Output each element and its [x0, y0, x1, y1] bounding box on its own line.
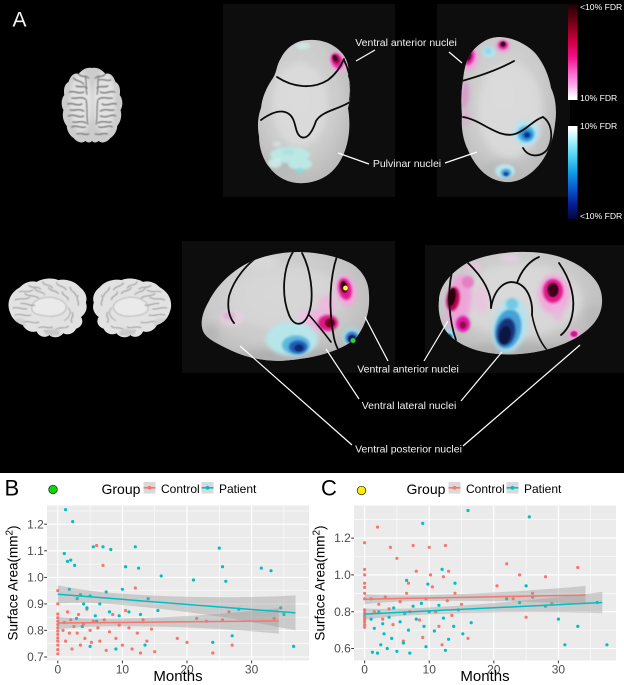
svg-text:Group: Group	[102, 481, 141, 497]
svg-text:Control: Control	[161, 482, 200, 496]
svg-text:1.2: 1.2	[27, 517, 44, 531]
svg-text:Ventral posterior nuclei: Ventral posterior nuclei	[355, 444, 462, 456]
svg-text:10: 10	[116, 663, 130, 677]
svg-text:10: 10	[423, 663, 437, 677]
svg-text:0.7: 0.7	[27, 650, 44, 664]
svg-text:20: 20	[487, 663, 501, 677]
svg-text:Ventral lateral nuclei: Ventral lateral nuclei	[362, 400, 457, 412]
svg-text:1.1: 1.1	[27, 544, 44, 558]
svg-text:1.0: 1.0	[27, 570, 44, 584]
svg-text:C: C	[321, 476, 337, 501]
svg-text:<10% FDR: <10% FDR	[580, 211, 622, 221]
svg-text:Months: Months	[153, 668, 202, 685]
svg-text:A: A	[13, 9, 27, 32]
svg-text:B: B	[5, 476, 20, 501]
svg-text:Surface Area(mm2): Surface Area(mm2)	[312, 525, 328, 640]
svg-text:0.8: 0.8	[27, 624, 44, 638]
svg-text:1.0: 1.0	[334, 568, 351, 582]
svg-text:20: 20	[180, 663, 194, 677]
svg-text:Pulvinar nuclei: Pulvinar nuclei	[373, 158, 441, 170]
svg-text:0.6: 0.6	[334, 642, 351, 656]
svg-text:10% FDR: 10% FDR	[580, 93, 617, 103]
svg-text:Patient: Patient	[219, 482, 257, 496]
svg-text:Control: Control	[466, 482, 505, 496]
svg-text:30: 30	[552, 663, 566, 677]
svg-text:Ventral anterior nuclei: Ventral anterior nuclei	[355, 37, 457, 49]
svg-text:<10% FDR: <10% FDR	[580, 2, 622, 12]
svg-text:Surface Area(mm2): Surface Area(mm2)	[5, 525, 21, 640]
svg-text:0.8: 0.8	[334, 605, 351, 619]
svg-text:Patient: Patient	[524, 482, 562, 496]
svg-text:Ventral anterior nuclei: Ventral anterior nuclei	[357, 364, 459, 376]
svg-text:0: 0	[361, 663, 368, 677]
svg-text:1.2: 1.2	[334, 531, 351, 545]
svg-text:30: 30	[245, 663, 259, 677]
svg-text:0.9: 0.9	[27, 597, 44, 611]
svg-text:Months: Months	[460, 668, 509, 685]
svg-text:0: 0	[54, 663, 61, 677]
svg-text:10% FDR: 10% FDR	[580, 121, 617, 131]
svg-text:Group: Group	[407, 481, 446, 497]
